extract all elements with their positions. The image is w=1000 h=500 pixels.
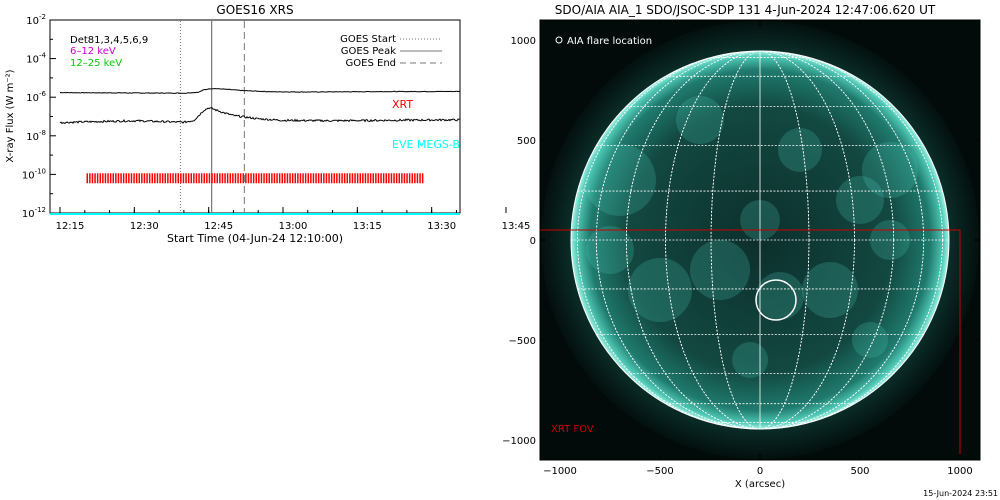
channel-label-12-25-kev: 12–25 keV — [70, 58, 122, 69]
series-line-long — [59, 87, 461, 94]
x-tick-label: 12:30 — [130, 221, 159, 232]
y-tick-label: 10-6 — [26, 90, 46, 104]
goes-x-label: Start Time (04-Jun-24 12:10:00) — [167, 232, 343, 245]
active-region-glow — [862, 142, 918, 198]
active-region-glow — [836, 176, 884, 224]
aia-x-tick-label: 500 — [850, 466, 869, 477]
active-region-glow — [676, 96, 724, 144]
active-region-glow — [628, 258, 692, 322]
goes-series-group — [59, 87, 461, 125]
aia-title: SDO/AIA AIA_1 SDO/JSOC-SDP 131 4-Jun-202… — [555, 3, 936, 17]
aia-y-tick-label: 1000 — [511, 36, 536, 47]
longitude-line — [595, 51, 925, 429]
aia-x-tick-label: 0 — [757, 466, 763, 477]
legend-goes-start-label: GOES Start — [340, 34, 396, 45]
y-tick-label: 10-10 — [22, 167, 46, 181]
active-region-glow — [802, 262, 858, 318]
goes-x-axis: 12:15 12:30 12:45 13:00 13:15 13:30 13:45 — [56, 207, 531, 232]
x-tick-label: 12:45 — [204, 221, 233, 232]
longitude-line — [710, 51, 810, 429]
channel-label-6-12-kev: 6–12 keV — [70, 46, 116, 57]
x-tick-label: 13:30 — [427, 221, 456, 232]
aia-x-tick-label: −500 — [646, 466, 673, 477]
aia-image — [540, 20, 980, 460]
series-line-short — [59, 107, 461, 125]
aia-x-label: X (arcsec) — [735, 479, 785, 490]
longitude-line — [577, 51, 943, 429]
detector-list-label: Det81,3,4,5,6,9 — [70, 35, 148, 46]
y-tick-label: 10-4 — [26, 52, 46, 66]
aia-y-tick-label: −500 — [509, 336, 536, 347]
eve-megs-b-label: EVE MEGS-B — [392, 138, 460, 151]
x-tick-label: 13:45 — [502, 221, 531, 232]
aia-y-tick-label: 500 — [517, 136, 536, 147]
flare-location-circle — [755, 279, 797, 321]
xrt-coverage-bar — [86, 173, 424, 184]
aia-panel: SDO/AIA AIA_1 SDO/JSOC-SDP 131 4-Jun-202… — [502, 3, 998, 498]
legend-goes-peak-label: GOES Peak — [341, 46, 396, 57]
longitude-line — [665, 51, 855, 429]
aia-x-tick-label: 1000 — [947, 466, 972, 477]
x-tick-label: 13:15 — [353, 221, 382, 232]
x-tick-label: 13:00 — [279, 221, 308, 232]
active-region-glow — [732, 342, 768, 378]
flare-legend-marker — [555, 36, 563, 44]
x-tick-label: 12:15 — [56, 221, 85, 232]
sun-limb — [570, 50, 950, 430]
active-region-glow — [584, 144, 656, 216]
active-region-glow — [852, 322, 888, 358]
goes-legend: GOES Start GOES Peak GOES End — [340, 34, 442, 69]
xrt-label: XRT — [392, 98, 413, 111]
goes-title: GOES16 XRS — [216, 3, 293, 17]
aia-axes: −1000 −500 0 500 1000 −1000 −500 0 500 1000 — [502, 20, 980, 477]
aia-y-tick-label: 0 — [530, 236, 536, 247]
active-region-glow — [778, 128, 822, 172]
goes-y-axis: 10-2 10-4 10-6 10-8 10-10 10-12 — [22, 13, 56, 220]
aia-x-tick-label: −1000 — [543, 466, 577, 477]
y-tick-label: 10-8 — [26, 129, 46, 143]
footer-timestamp: 15-Jun-2024 23:51 — [923, 489, 998, 498]
active-region-glow — [756, 272, 804, 320]
goes-y-label: X-ray Flux (W m⁻²) — [5, 69, 16, 162]
y-tick-label: 10-12 — [22, 206, 46, 220]
xrt-fov-box — [540, 229, 961, 460]
legend-goes-end-label: GOES End — [346, 58, 396, 69]
flare-legend-label: AIA flare location — [567, 36, 652, 47]
active-region-glow — [586, 226, 634, 274]
goes-panel: GOES16 XRS 10-2 10-4 10-6 10-8 10-10 10-12 12… — [5, 3, 530, 245]
longitude-line — [625, 51, 895, 429]
active-region-glow — [690, 240, 750, 300]
y-tick-label: 10-2 — [26, 13, 46, 27]
aia-y-tick-label: −1000 — [502, 436, 536, 447]
xrt-fov-label: XRT FOV — [551, 424, 594, 435]
